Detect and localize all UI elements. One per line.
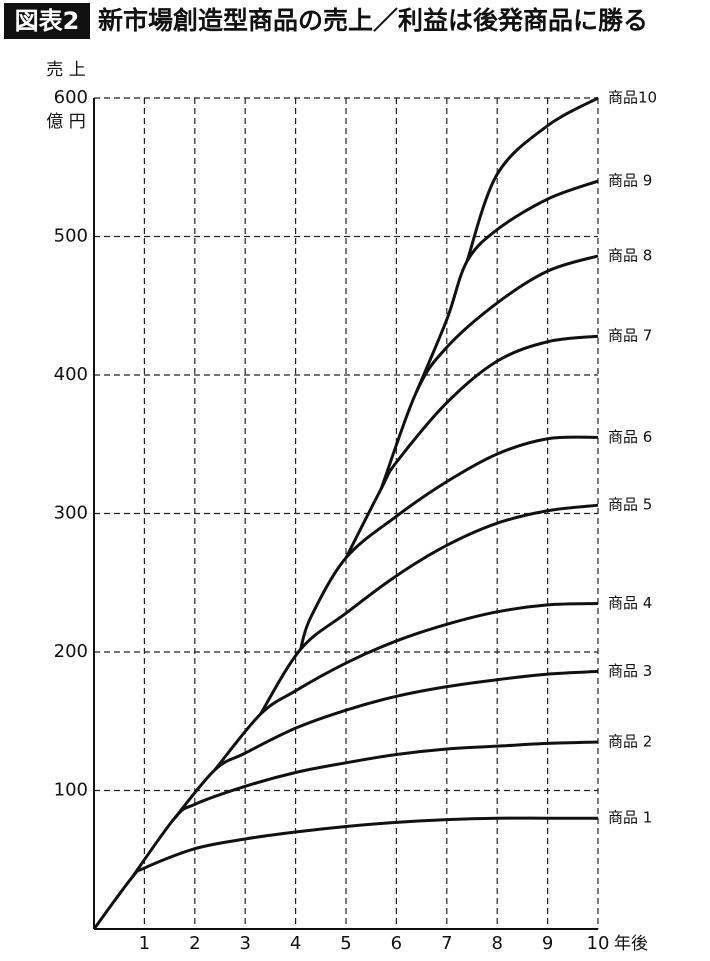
series-line: [173, 669, 599, 820]
x-tick-label: 3: [239, 933, 250, 954]
x-tick-label: 9: [542, 933, 553, 954]
series-line: [299, 435, 599, 650]
series-line: [92, 816, 598, 930]
y-tick-label: 100: [54, 780, 88, 801]
series-label: 商品 6: [608, 428, 652, 446]
series-label: 商品10: [608, 89, 657, 107]
y-axis-unit: 億 円: [46, 112, 85, 132]
y-tick-label: 300: [54, 503, 88, 524]
series-label: 商品 1: [608, 809, 652, 827]
x-tick-label: 6: [391, 933, 402, 954]
x-tick-label: 4: [290, 933, 301, 954]
y-tick-label: 500: [54, 226, 88, 247]
series-label: 商品 4: [608, 594, 652, 612]
y-tick-label: 400: [54, 364, 88, 385]
y-tick-label: 600: [54, 87, 88, 108]
x-tick-label: 2: [189, 933, 200, 954]
x-tick-label: 7: [441, 933, 452, 954]
y-tick-label: 200: [54, 641, 88, 662]
series-label: 商品 9: [608, 172, 652, 190]
x-tick-label: 5: [340, 933, 351, 954]
x-tick-label: 1: [139, 933, 150, 954]
series-label: 商品 8: [608, 246, 652, 264]
badge: 図表2: [15, 7, 80, 35]
series-label: 商品 3: [608, 662, 652, 680]
series-line: [379, 254, 599, 490]
series-line: [465, 96, 599, 262]
series-line: [415, 179, 599, 393]
series-line: [213, 602, 599, 771]
badge-box: [4, 3, 90, 39]
series-line: [130, 740, 599, 879]
y-axis-label: 売 上: [46, 60, 85, 80]
series-label: 商品 7: [608, 327, 652, 345]
x-tick-label: 10: [587, 933, 610, 954]
series-line: [344, 334, 599, 559]
series-label: 商品 5: [608, 496, 652, 514]
series-label: 商品 2: [608, 733, 652, 751]
x-axis-label: 年後: [614, 934, 648, 954]
chart-title: 新市場創造型商品の売上／利益は後発商品に勝る: [98, 6, 648, 35]
x-tick-label: 8: [491, 933, 502, 954]
